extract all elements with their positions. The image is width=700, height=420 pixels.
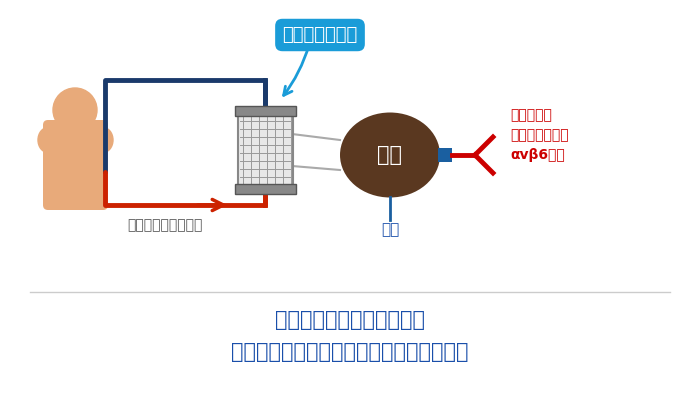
Bar: [235, 184, 296, 194]
Bar: [235, 106, 296, 116]
Ellipse shape: [38, 128, 58, 152]
Ellipse shape: [93, 128, 113, 152]
Text: 特定の自己抗体のみを特異的に吸着・除去: 特定の自己抗体のみを特異的に吸着・除去: [231, 342, 469, 362]
Text: 抗原: 抗原: [381, 223, 399, 237]
Text: 分子標的カラム: 分子標的カラム: [282, 26, 358, 44]
FancyBboxPatch shape: [43, 120, 108, 210]
Ellipse shape: [340, 113, 440, 197]
Bar: [66, 117, 84, 132]
Text: 患者血液中
抗インテグリン
αvβ6抗体: 患者血液中 抗インテグリン αvβ6抗体: [510, 108, 568, 162]
Text: ＜分子標的カラムの特徴＞: ＜分子標的カラムの特徴＞: [275, 310, 425, 330]
Text: 患者血液を体外循環: 患者血液を体外循環: [127, 218, 203, 232]
Text: 担体: 担体: [377, 145, 402, 165]
Bar: [438, 148, 452, 162]
Bar: [238, 110, 293, 190]
Circle shape: [53, 88, 97, 132]
